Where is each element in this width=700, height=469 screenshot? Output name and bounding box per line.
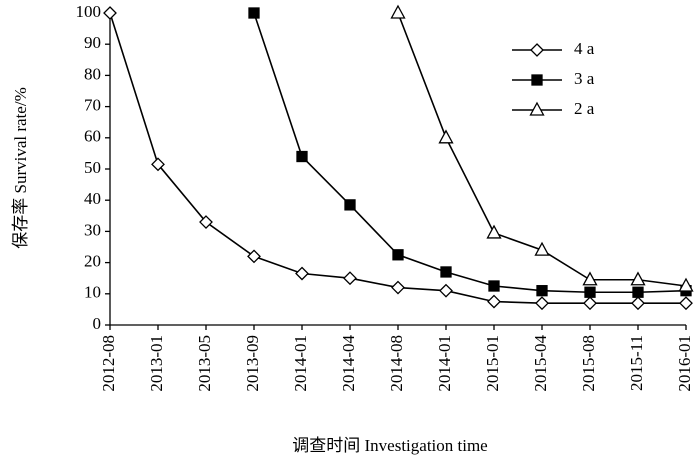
data-point xyxy=(582,271,598,286)
y-tick-label: 80 xyxy=(84,64,101,83)
x-tick-label: 2014-08 xyxy=(387,335,406,392)
legend-marker xyxy=(531,74,543,86)
data-point xyxy=(536,285,548,297)
data-point xyxy=(392,249,404,261)
x-tick-label: 2016-01 xyxy=(675,335,694,392)
data-point xyxy=(295,266,309,281)
data-point xyxy=(632,286,644,298)
x-tick-label: 2015-01 xyxy=(483,335,502,392)
data-point xyxy=(247,249,261,264)
legend-label: 3 a xyxy=(574,69,595,88)
data-point xyxy=(248,7,260,19)
data-point xyxy=(390,4,406,19)
data-point xyxy=(535,296,549,311)
data-point xyxy=(151,157,165,172)
data-point xyxy=(438,129,454,144)
x-tick-label: 2015-04 xyxy=(531,335,550,392)
data-point xyxy=(296,150,308,163)
y-tick-label: 100 xyxy=(76,2,102,21)
x-tick-label: 2014-01 xyxy=(435,335,454,392)
data-point xyxy=(631,296,645,311)
legend-label: 4 a xyxy=(574,39,595,58)
x-axis-label: 调查时间 Investigation time xyxy=(292,436,487,455)
data-point xyxy=(344,199,356,211)
x-tick-label: 2013-01 xyxy=(147,335,166,392)
data-point xyxy=(534,241,550,256)
data-point xyxy=(343,271,357,286)
y-axis-label: 保存率 Survival rate/% xyxy=(11,87,30,248)
x-tick-label: 2014-01 xyxy=(291,335,310,392)
legend-marker xyxy=(529,101,545,116)
data-point xyxy=(487,294,501,309)
y-tick-label: 50 xyxy=(84,158,101,177)
legend-label: 2 a xyxy=(574,99,595,118)
y-tick-label: 70 xyxy=(84,96,101,115)
data-point xyxy=(391,280,405,295)
data-point xyxy=(439,283,453,298)
y-tick-label: 10 xyxy=(84,283,101,302)
x-tick-label: 2012-08 xyxy=(99,335,118,392)
data-point xyxy=(678,277,694,292)
x-tick-label: 2013-05 xyxy=(195,335,214,392)
y-tick-label: 40 xyxy=(84,189,101,208)
data-point xyxy=(199,215,213,229)
y-tick-label: 20 xyxy=(84,252,101,271)
data-point xyxy=(583,296,597,311)
data-point xyxy=(103,6,117,20)
data-point xyxy=(488,280,500,292)
x-tick-label: 2013-09 xyxy=(243,335,262,392)
data-point xyxy=(440,266,452,278)
legend-marker xyxy=(530,43,544,57)
data-point xyxy=(486,224,502,239)
data-point xyxy=(584,286,596,298)
x-tick-label: 2015-08 xyxy=(579,335,598,392)
x-tick-label: 2015-11 xyxy=(627,335,646,391)
y-tick-label: 30 xyxy=(84,220,101,239)
series-line xyxy=(253,12,687,294)
y-tick-label: 60 xyxy=(84,127,101,146)
data-point xyxy=(679,296,693,311)
data-point xyxy=(630,271,646,286)
x-tick-label: 2014-04 xyxy=(339,335,358,392)
y-tick-label: 90 xyxy=(84,33,101,52)
y-tick-label: 0 xyxy=(93,314,102,333)
